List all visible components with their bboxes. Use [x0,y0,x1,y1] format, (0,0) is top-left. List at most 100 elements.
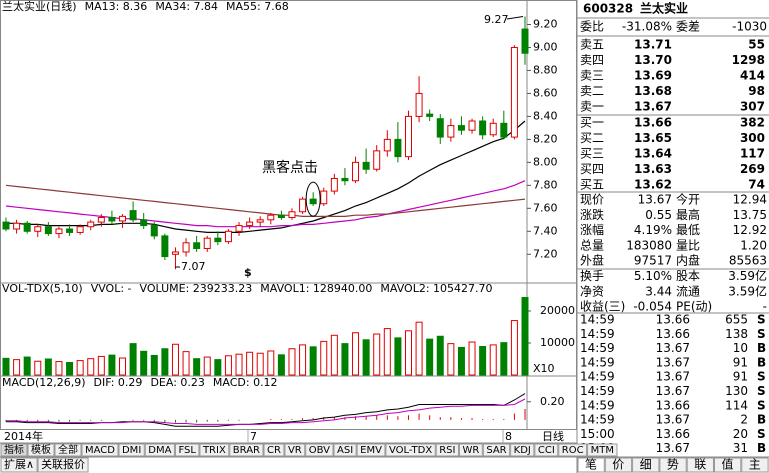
indicator-tab[interactable]: DMA [144,443,175,457]
indicator-tab[interactable]: 全部 [54,443,82,457]
tab-label: SAR [486,445,506,456]
indicator-tab[interactable]: DMI [118,443,145,457]
tab-label: 扩展∧ [4,457,34,471]
volume-bar [479,346,487,376]
candle-body [447,125,455,138]
tab-label: KDJ [514,445,531,456]
trade-price: 13.66 [656,427,690,441]
candle-body [373,150,381,170]
tab-label: EMV [360,445,382,456]
tab-label: RSI [439,445,455,456]
trade-price: 13.66 [656,327,690,341]
candle-body [415,92,423,117]
quote-tab[interactable]: 笔 [577,457,605,473]
tab-label: VOL-TDX [389,445,432,456]
indicator-tab[interactable]: EMV [356,443,386,457]
indicator-tab[interactable]: FSL [174,443,200,457]
label: PE(动) [676,300,712,314]
volume-bar [44,358,52,376]
value: 3.44 [645,284,672,298]
indicator-tab[interactable]: TRIX [199,443,230,457]
indicator-tab[interactable]: MTM [587,443,618,457]
indicator-tab[interactable]: RSI [435,443,459,457]
quote-tab[interactable]: 细 [632,457,660,473]
indicator-tab[interactable]: 指标 [0,443,28,457]
candle-body [267,214,275,221]
footer-tab[interactable]: 关联报价 [37,457,89,473]
tab-label: CCI [538,445,555,456]
level-volume: 269 [740,162,765,176]
volume-bar [383,328,391,376]
level-label: 卖四 [580,53,604,67]
indicator-tab[interactable]: CCI [534,443,559,457]
indicator-tab[interactable]: OBV [305,443,334,457]
candle-body [426,113,434,117]
footer-tab[interactable]: 扩展∧ [0,457,38,473]
quote-tab[interactable]: 势 [659,457,687,473]
level-volume: 55 [748,38,765,52]
dif-line [6,393,526,427]
candle-body [66,228,74,233]
candle-body [13,222,21,230]
indicator-tab[interactable]: 模板 [27,443,55,457]
tab-label: FSL [178,445,196,456]
indicator-tab[interactable]: VR [284,443,306,457]
level-price: 13.65 [634,131,672,145]
volume-bar [277,354,285,376]
label: 涨跌 [580,207,604,222]
volume-bar [457,346,465,376]
y-tick-label: 10000 [540,336,575,349]
volume-bar [468,341,476,376]
candle-body [214,237,222,243]
trade-volume: 655 [725,313,748,327]
tab-box [632,457,660,473]
indicator-tab[interactable]: KDJ [510,443,535,457]
indicator-tab[interactable]: CR [263,443,285,457]
indicator-tab[interactable]: ASI [333,443,357,457]
level-volume: 1298 [732,53,765,67]
volume-bar [150,354,158,376]
volume-bar [34,360,42,376]
indicator-tab[interactable]: MACD [81,443,119,457]
indicator-tab[interactable]: WR [458,443,483,457]
candle-body [23,222,31,232]
indicator-tab[interactable]: ROC [558,443,588,457]
tab-box [27,443,55,457]
quote-tab[interactable]: 主 [741,457,769,473]
candle-body [341,177,349,182]
volume-bar [309,346,317,376]
trade-time: 14:59 [580,413,615,427]
quote-tab[interactable]: 联 [686,457,715,473]
x-axis-label: 8 [505,430,512,443]
trade-price: 13.67 [656,355,690,369]
annotation-circle [305,181,321,217]
dea-line [6,398,526,425]
candle-body [246,221,254,227]
quote-tab[interactable]: 值 [714,457,742,473]
candle-body [436,118,444,138]
tab-box [714,457,742,473]
tab-label: 指标 [4,443,24,456]
trade-price: 13.67 [656,341,690,355]
indicator-tab[interactable]: SAR [482,443,511,457]
indicator-tab[interactable]: BRAR [229,443,264,457]
stock-name: 兰太实业 [640,1,688,16]
tab-label: 细 [640,458,652,472]
candle-body [203,237,211,250]
ma-line [5,180,526,228]
value: 97517 [634,254,672,268]
indicator-tab[interactable]: VOL-TDX [385,443,436,457]
tab-label: 主 [749,458,761,472]
tab-box [741,457,769,473]
annotation-high: 9.27 [484,13,509,26]
level-volume: 382 [740,116,765,130]
candle-body [383,138,391,152]
trade-price: 13.67 [656,413,690,427]
label: 换手 [580,269,604,283]
tab-box [577,457,605,473]
volume-bar [87,358,95,376]
value: 183080 [626,238,672,252]
level-label: 卖二 [580,84,604,98]
quote-tab[interactable]: 价 [604,457,633,473]
volume-bar [320,340,328,376]
